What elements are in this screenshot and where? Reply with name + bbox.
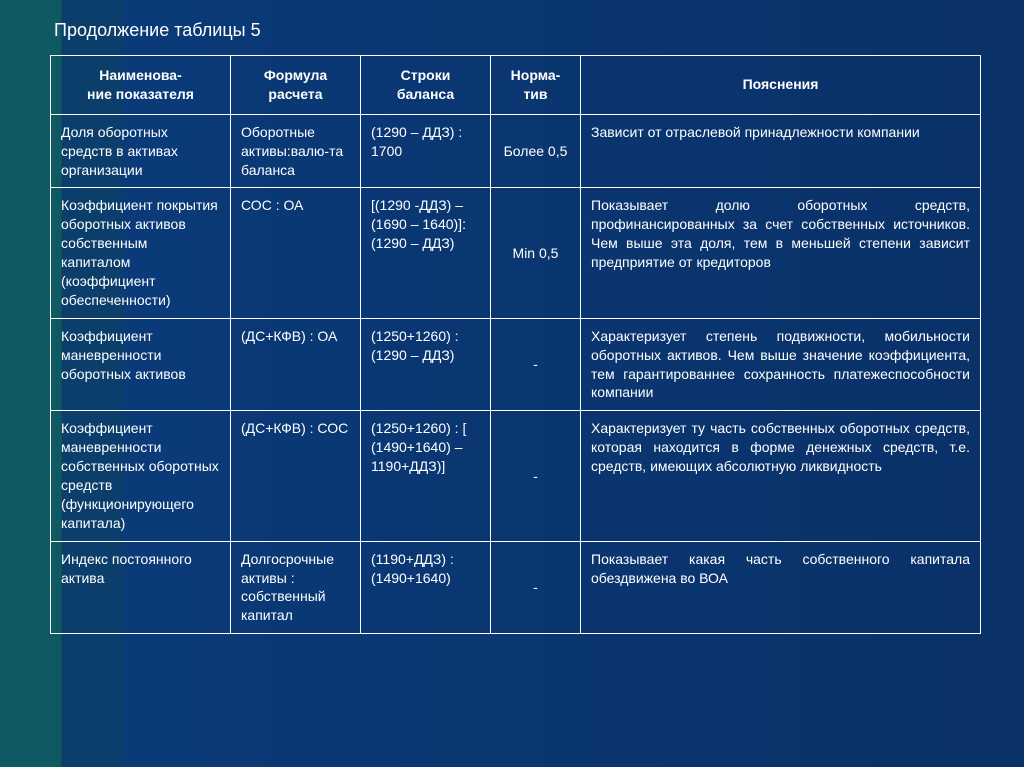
cell-notes: Показывает долю оборотных средств, профи… — [581, 188, 981, 318]
cell-notes: Характеризует степень подвижности, мобил… — [581, 318, 981, 411]
cell-norm: Более 0,5 — [491, 114, 581, 188]
table-row: Доля оборотных средств в активах организ… — [51, 114, 981, 188]
cell-formula: СОС : ОА — [231, 188, 361, 318]
col-header-lines: Строки баланса — [361, 56, 491, 115]
cell-formula: Долгосрочные активы : собственный капита… — [231, 541, 361, 634]
table-row: Коэффициент маневренности собственных об… — [51, 411, 981, 541]
slide-title: Продолжение таблицы 5 — [54, 20, 980, 41]
data-table: Наименова- ние показателя Формула расчет… — [50, 55, 981, 634]
cell-lines: (1190+ДДЗ) : (1490+1640) — [361, 541, 491, 634]
cell-norm: - — [491, 318, 581, 411]
slide-content: Продолжение таблицы 5 Наименова- ние пок… — [50, 20, 980, 634]
table-body: Доля оборотных средств в активах организ… — [51, 114, 981, 633]
cell-formula: (ДС+КФВ) : ОА — [231, 318, 361, 411]
table-row: Коэффициент маневренности оборотных акти… — [51, 318, 981, 411]
cell-lines: (1290 – ДДЗ) : 1700 — [361, 114, 491, 188]
cell-notes: Показывает какая часть собственного капи… — [581, 541, 981, 634]
table-header-row: Наименова- ние показателя Формула расчет… — [51, 56, 981, 115]
table-row: Коэффициент покрытия оборотных активов с… — [51, 188, 981, 318]
cell-name: Индекс постоянного актива — [51, 541, 231, 634]
cell-formula: Оборотные активы:валю-та баланса — [231, 114, 361, 188]
cell-norm: Min 0,5 — [491, 188, 581, 318]
cell-formula: (ДС+КФВ) : СОС — [231, 411, 361, 541]
col-header-norm: Норма- тив — [491, 56, 581, 115]
cell-lines: [(1290 -ДДЗ) – (1690 – 1640)]: (1290 – Д… — [361, 188, 491, 318]
cell-lines: (1250+1260) : (1290 – ДДЗ) — [361, 318, 491, 411]
cell-lines: (1250+1260) : [ (1490+1640) – 1190+ДДЗ)] — [361, 411, 491, 541]
cell-name: Коэффициент маневренности собственных об… — [51, 411, 231, 541]
cell-notes: Характеризует ту часть собственных оборо… — [581, 411, 981, 541]
cell-notes: Зависит от отраслевой принадлежности ком… — [581, 114, 981, 188]
cell-name: Коэффициент покрытия оборотных активов с… — [51, 188, 231, 318]
cell-norm: - — [491, 541, 581, 634]
col-header-formula: Формула расчета — [231, 56, 361, 115]
table-row: Индекс постоянного актива Долгосрочные а… — [51, 541, 981, 634]
cell-norm: - — [491, 411, 581, 541]
cell-name: Доля оборотных средств в активах организ… — [51, 114, 231, 188]
col-header-notes: Пояснения — [581, 56, 981, 115]
cell-name: Коэффициент маневренности оборотных акти… — [51, 318, 231, 411]
col-header-name: Наименова- ние показателя — [51, 56, 231, 115]
